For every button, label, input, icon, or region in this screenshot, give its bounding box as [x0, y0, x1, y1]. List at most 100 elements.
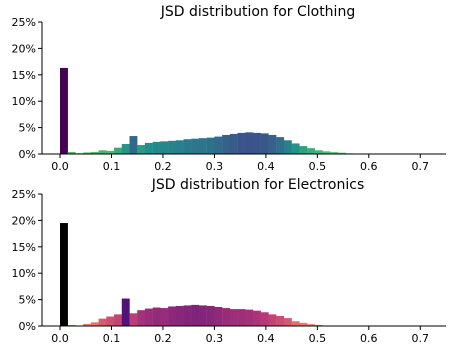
- bars: [60, 223, 424, 326]
- histogram-bar: [137, 145, 146, 154]
- x-tick-label: 0.2: [154, 160, 172, 173]
- histogram-bar: [198, 305, 207, 326]
- histogram-bar: [276, 137, 285, 154]
- y-tick-label: 25%: [12, 188, 36, 201]
- y-tick-label: 10%: [12, 267, 36, 280]
- histogram-bar: [307, 324, 315, 326]
- histogram-bar: [222, 134, 231, 154]
- histogram-bar: [129, 136, 138, 154]
- histogram-bar: [291, 143, 300, 154]
- histogram-bar: [229, 133, 238, 154]
- x-tick-label: 0.0: [51, 160, 69, 173]
- y-tick-label: 0%: [19, 320, 36, 333]
- y-tick-label: 20%: [12, 42, 36, 55]
- x-tick-label: 0.3: [206, 160, 224, 173]
- histogram-bar: [168, 306, 177, 326]
- chart-title: JSD distribution for Electronics: [151, 177, 364, 193]
- x-tick-label: 0.6: [360, 332, 378, 345]
- x-tick-label: 0.4: [257, 332, 275, 345]
- histogram-bar: [160, 308, 169, 326]
- histogram-bar: [67, 324, 76, 326]
- histogram-bar: [276, 315, 285, 326]
- histogram-bar: [222, 308, 231, 326]
- y-tick-label: 5%: [19, 294, 36, 307]
- y-tick-label: 15%: [12, 69, 36, 82]
- histogram-bar: [322, 151, 331, 154]
- x-tick-label: 0.3: [206, 332, 224, 345]
- histogram-bar: [106, 150, 115, 154]
- histogram-bar: [237, 309, 246, 326]
- chart-clothing: JSD distribution for Clothing 0.0 0.1 0.2 0…: [12, 4, 446, 173]
- x-tick-label: 0.1: [103, 160, 121, 173]
- histogram-bar: [121, 298, 130, 326]
- histogram-bar: [90, 151, 99, 154]
- histogram-bar: [67, 151, 76, 154]
- histogram-bar: [144, 142, 153, 154]
- y-tick-label: 20%: [12, 214, 36, 227]
- x-tick-label: 0.7: [412, 332, 430, 345]
- histogram-bar: [268, 314, 277, 326]
- histogram-bar: [337, 152, 346, 154]
- histogram-bar: [106, 316, 115, 326]
- histogram-bar: [129, 313, 138, 326]
- histogram-bar: [291, 321, 300, 326]
- histogram-bar: [307, 148, 315, 154]
- histogram-bar: [90, 322, 99, 326]
- bars: [60, 67, 424, 154]
- histogram-bar: [314, 150, 323, 154]
- histogram-bar: [268, 134, 277, 154]
- histogram-bar: [183, 139, 192, 154]
- histogram-bar: [299, 322, 308, 326]
- y-tick-label: 25%: [12, 16, 36, 29]
- histogram-bar: [314, 324, 323, 326]
- histogram-bar: [152, 141, 161, 154]
- histogram-bar: [183, 305, 192, 326]
- axes: 0.0 0.1 0.2 0.3 0.4 0.5 0.6 0.7 0% 5% 10% 15% 20% 25%: [12, 188, 446, 345]
- histogram-bar: [214, 306, 223, 326]
- histogram-bar: [283, 140, 292, 154]
- chart-electronics: JSD distribution for Electronics 0.0 0.1 0…: [12, 177, 446, 345]
- histogram-bar: [229, 309, 238, 326]
- histogram-bar: [83, 152, 92, 154]
- histogram-bar: [144, 308, 153, 326]
- axes: 0.0 0.1 0.2 0.3 0.4 0.5 0.6 0.7 0% 5% 10% 15% 20% 25%: [12, 16, 446, 173]
- histogram-bar: [253, 310, 261, 326]
- chart-title: JSD distribution for Clothing: [160, 4, 355, 20]
- histogram-bar: [260, 133, 269, 154]
- histogram-bar: [60, 67, 68, 154]
- x-tick-label: 0.5: [309, 160, 327, 173]
- histogram-bar: [198, 138, 207, 154]
- histogram-bar: [191, 304, 200, 326]
- histogram-bar: [206, 137, 215, 154]
- histogram-bar: [237, 132, 246, 154]
- histogram-bar: [214, 136, 223, 154]
- x-tick-label: 0.4: [257, 160, 275, 173]
- x-tick-label: 0.5: [309, 332, 327, 345]
- x-tick-label: 0.0: [51, 332, 69, 345]
- histogram-bar: [60, 223, 68, 326]
- histogram-bar: [330, 152, 339, 154]
- histogram-bar: [260, 312, 269, 326]
- y-tick-label: 15%: [12, 241, 36, 254]
- histogram-bar: [114, 314, 122, 326]
- histogram-bar: [160, 141, 169, 154]
- histogram-bar: [83, 323, 92, 326]
- histogram-bar: [191, 138, 200, 154]
- histogram-bar: [283, 318, 292, 326]
- y-tick-label: 10%: [12, 95, 36, 108]
- histogram-bar: [98, 150, 107, 154]
- x-tick-label: 0.7: [412, 160, 430, 173]
- histogram-bar: [299, 146, 308, 154]
- histogram-bar: [253, 132, 261, 154]
- histogram-bar: [137, 310, 146, 326]
- histogram-bar: [152, 307, 161, 326]
- histogram-bar: [245, 309, 254, 326]
- y-tick-label: 5%: [19, 122, 36, 135]
- histogram-bar: [98, 318, 107, 326]
- histogram-bar: [245, 132, 254, 154]
- x-tick-label: 0.2: [154, 332, 172, 345]
- histogram-bar: [175, 140, 184, 154]
- histogram-bar: [121, 143, 130, 154]
- x-tick-label: 0.1: [103, 332, 121, 345]
